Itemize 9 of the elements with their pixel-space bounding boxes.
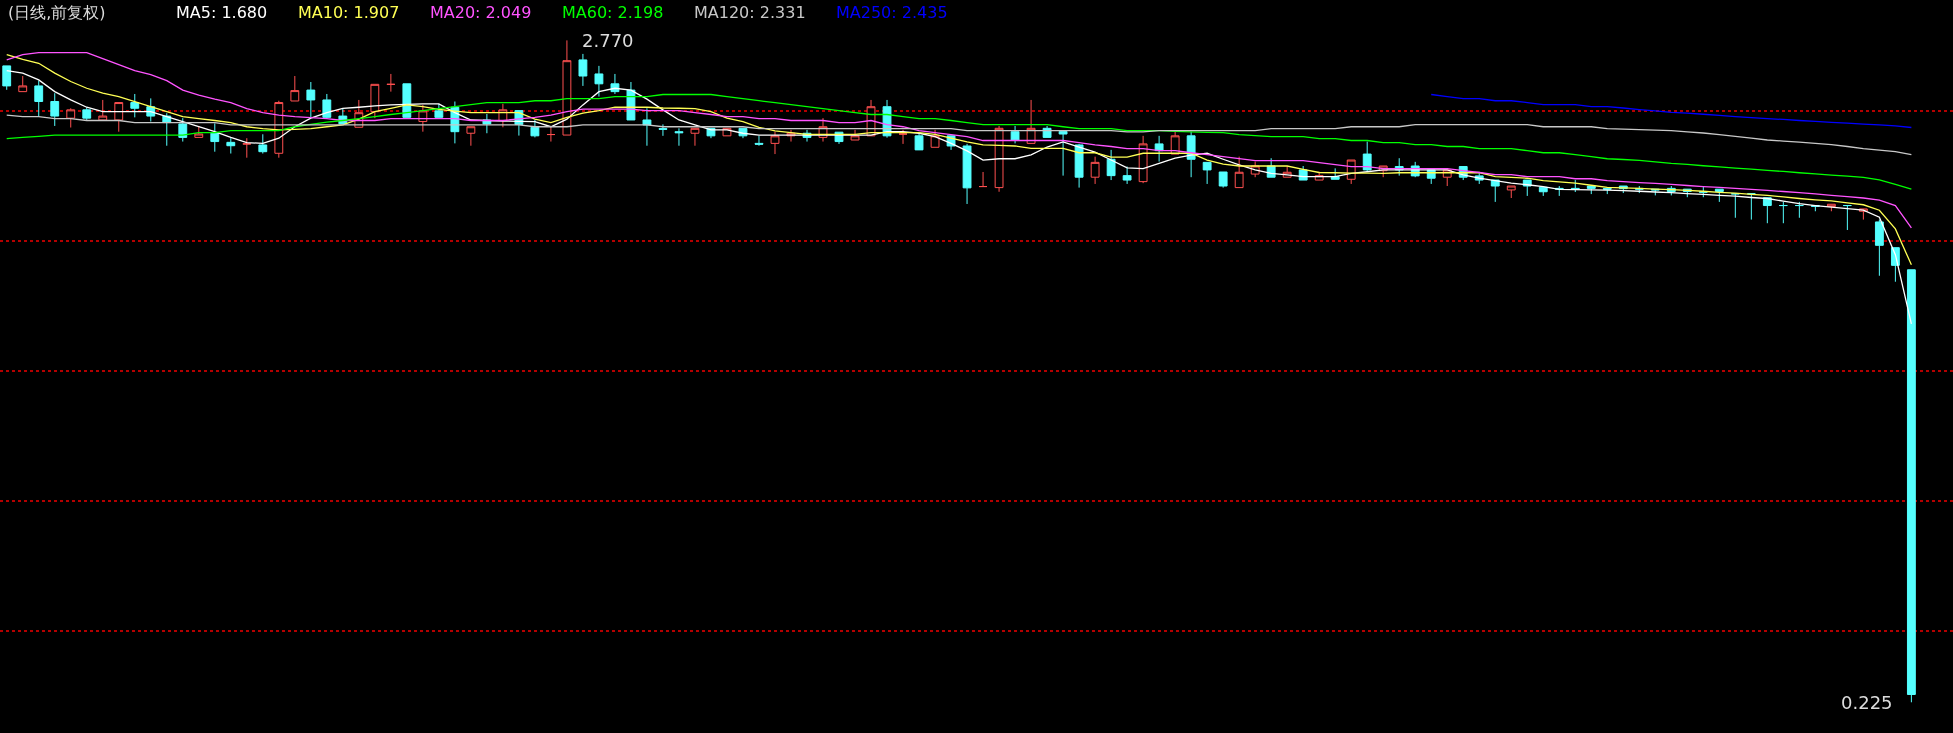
text: MA10: 1.907	[298, 3, 400, 22]
annotation: 2.770	[582, 30, 634, 51]
text: MA5: 1.680	[176, 3, 268, 22]
annotation: 0.225	[1841, 692, 1893, 713]
text: MA250: 2.435	[836, 3, 948, 22]
text: MA60: 2.198	[562, 3, 664, 22]
text: MA20: 2.049	[430, 3, 532, 22]
text: MA120: 2.331	[694, 3, 806, 22]
chart-title: (日线,前复权)	[8, 3, 106, 22]
